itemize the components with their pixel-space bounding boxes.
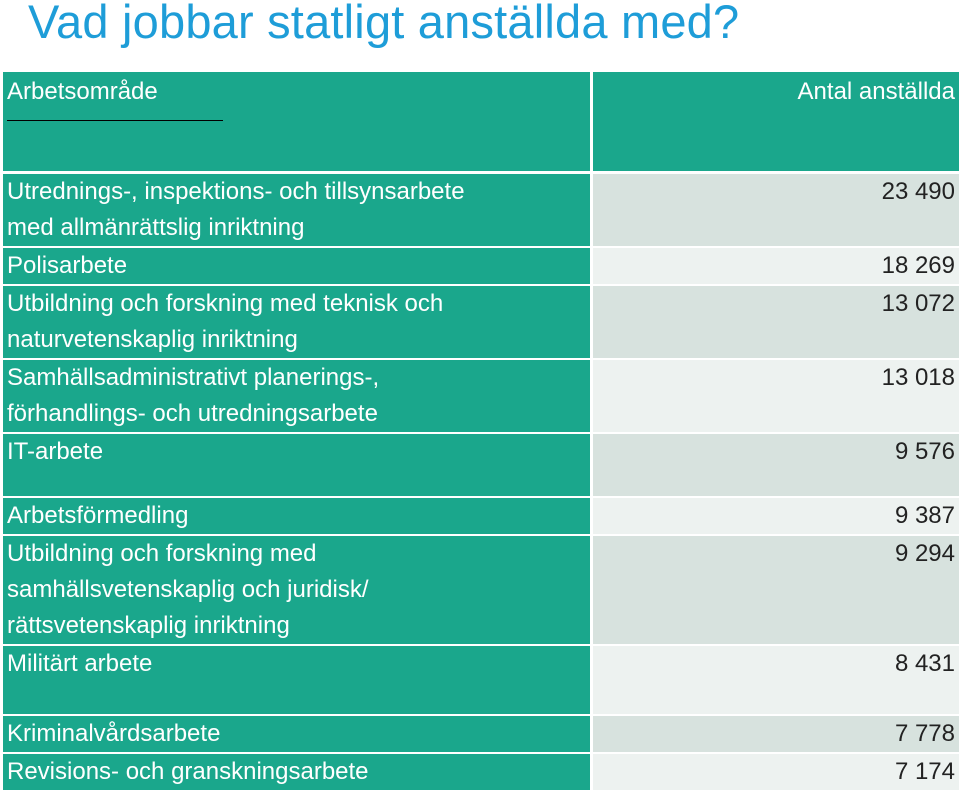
- row-area: Samhällsadministrativt planerings-, förha…: [3, 359, 591, 433]
- table-row: Utbildning och forskning med samhällsvete…: [3, 535, 959, 645]
- table-row: Samhällsadministrativt planerings-, förha…: [3, 359, 959, 433]
- table-row: Revisions- och granskningsarbete 7 174: [3, 753, 959, 791]
- row-area: Utbildning och forskning med teknisk och…: [3, 285, 591, 359]
- table-row: Militärt arbete 8 431: [3, 645, 959, 715]
- row-count: 7 174: [589, 753, 959, 791]
- page-title: Vad jobbar statligt anställda med?: [28, 0, 740, 48]
- row-count: 8 431: [589, 645, 959, 715]
- row-area: Kriminalvårdsarbete: [3, 715, 591, 753]
- row-count: 13 018: [589, 359, 959, 433]
- header-area: Arbetsområde: [3, 72, 591, 174]
- table-row: Arbetsförmedling 9 387: [3, 497, 959, 535]
- row-count: 9 387: [589, 497, 959, 535]
- row-count: 13 072: [589, 285, 959, 359]
- table-row: Utrednings-, inspektions- och tillsynsar…: [3, 172, 959, 247]
- row-count: 9 294: [589, 535, 959, 645]
- row-count: 9 576: [589, 433, 959, 497]
- table-row: IT-arbete 9 576: [3, 433, 959, 497]
- row-area: IT-arbete: [3, 433, 591, 497]
- header-count: Antal anställda: [589, 72, 959, 174]
- table-header-row: Arbetsområde Antal anställda: [3, 72, 959, 174]
- row-area: Utbildning och forskning med samhällsvete…: [3, 535, 591, 645]
- row-area: Revisions- och granskningsarbete: [3, 753, 591, 791]
- row-count: 18 269: [589, 247, 959, 285]
- row-count: 23 490: [589, 172, 959, 247]
- table-row: Kriminalvårdsarbete 7 778: [3, 715, 959, 753]
- employee-table: Arbetsområde Antal anställda Utrednings-…: [3, 72, 959, 792]
- header-area-label: Arbetsområde: [7, 78, 158, 105]
- header-underline: [7, 120, 223, 121]
- table-row: Polisarbete 18 269: [3, 247, 959, 285]
- row-area: Militärt arbete: [3, 645, 591, 715]
- table-row: Utbildning och forskning med teknisk och…: [3, 285, 959, 359]
- row-area: Polisarbete: [3, 247, 591, 285]
- row-count: 7 778: [589, 715, 959, 753]
- row-area: Utrednings-, inspektions- och tillsynsar…: [3, 172, 591, 247]
- row-area: Arbetsförmedling: [3, 497, 591, 535]
